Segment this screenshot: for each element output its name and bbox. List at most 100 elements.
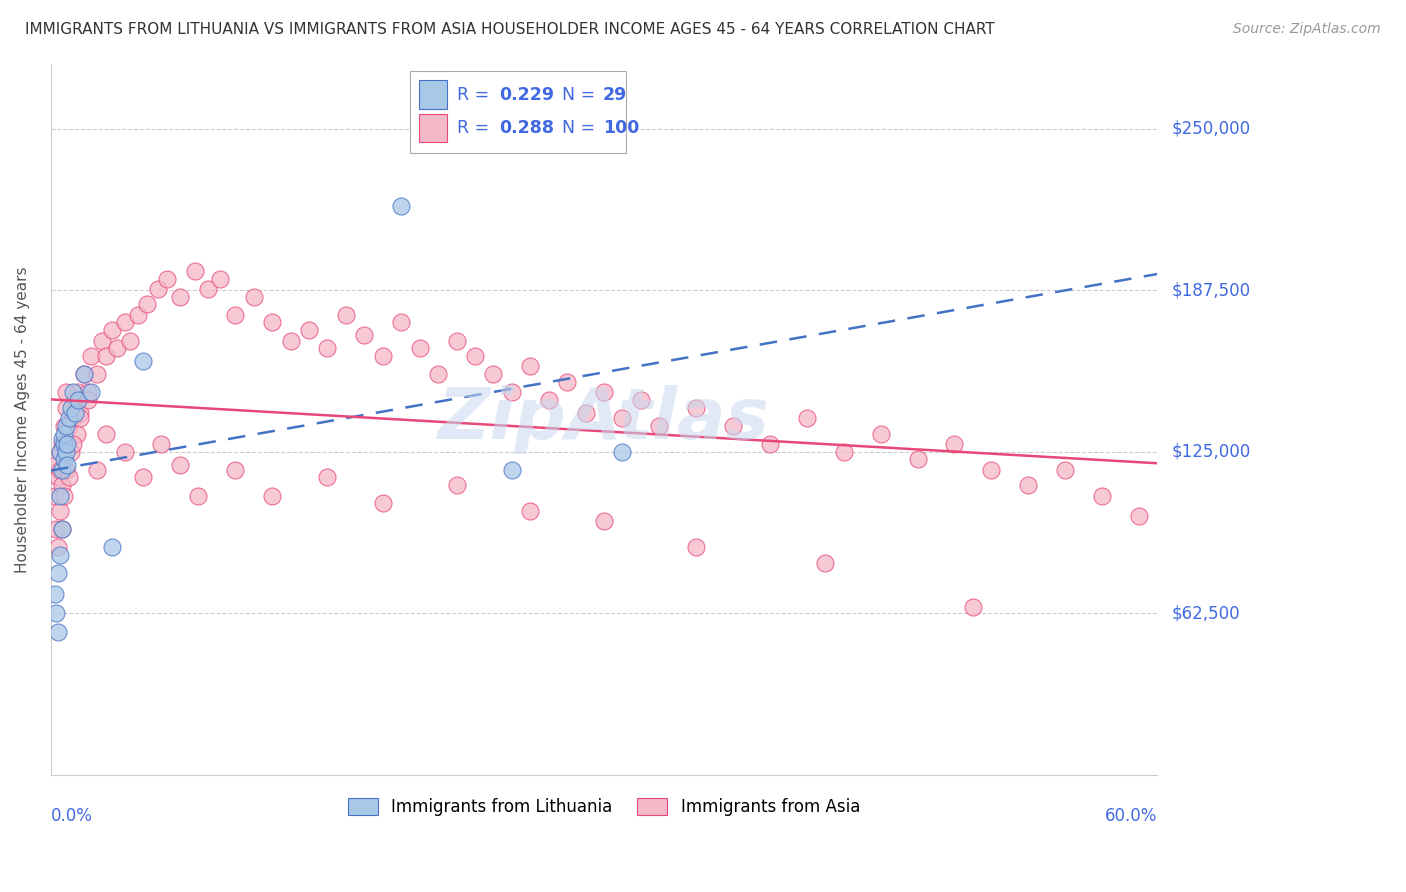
Point: [45, 606, 67, 620]
Text: ZipAtlas: ZipAtlas: [439, 384, 770, 454]
Point: [51, 463, 73, 477]
Point: [86, 463, 108, 477]
Point: [962, 599, 984, 614]
Point: [224, 463, 246, 477]
Point: [132, 470, 155, 484]
Point: [169, 458, 191, 472]
Point: [262, 315, 284, 329]
Text: 0.288: 0.288: [499, 119, 554, 137]
Point: [183, 264, 205, 278]
Point: [51, 522, 73, 536]
Point: [56, 437, 79, 451]
Point: [58, 470, 80, 484]
Point: [371, 496, 394, 510]
Point: [96, 426, 118, 441]
Point: [105, 341, 128, 355]
FancyBboxPatch shape: [411, 71, 626, 153]
Point: [52, 418, 75, 433]
Point: [156, 271, 179, 285]
Point: [114, 315, 136, 329]
Point: [52, 489, 75, 503]
Point: [66, 426, 89, 441]
Point: [353, 328, 375, 343]
Point: [316, 341, 339, 355]
Point: [46, 625, 69, 640]
Point: [60, 444, 83, 458]
Point: [980, 463, 1002, 477]
Legend: Immigrants from Lithuania, Immigrants from Asia: Immigrants from Lithuania, Immigrants fr…: [342, 791, 868, 823]
Point: [242, 290, 264, 304]
Point: [58, 418, 80, 433]
Point: [832, 444, 855, 458]
Point: [169, 290, 191, 304]
Point: [63, 392, 86, 407]
Point: [316, 470, 339, 484]
Point: [335, 308, 357, 322]
Point: [52, 437, 75, 451]
Point: [55, 463, 77, 477]
Point: [146, 282, 169, 296]
Point: [69, 406, 91, 420]
Point: [224, 308, 246, 322]
Point: [612, 411, 634, 425]
Point: [197, 282, 219, 296]
Point: [209, 271, 232, 285]
Point: [630, 392, 652, 407]
Point: [55, 401, 77, 415]
Point: [648, 418, 671, 433]
Point: [612, 444, 634, 458]
Point: [685, 540, 707, 554]
Point: [371, 349, 394, 363]
Point: [46, 540, 69, 554]
Text: 100: 100: [603, 119, 640, 137]
Point: [67, 392, 90, 407]
Point: [51, 522, 73, 536]
Point: [1091, 489, 1114, 503]
Text: R =: R =: [457, 86, 495, 103]
Point: [593, 514, 616, 528]
Point: [721, 418, 744, 433]
Text: N =: N =: [562, 86, 600, 103]
Point: [814, 556, 837, 570]
Text: 0.229: 0.229: [499, 86, 554, 103]
Point: [127, 308, 149, 322]
Point: [80, 385, 103, 400]
Point: [501, 463, 523, 477]
FancyBboxPatch shape: [419, 80, 447, 109]
Point: [389, 315, 412, 329]
Point: [796, 411, 818, 425]
Text: $125,000: $125,000: [1171, 442, 1250, 460]
Point: [80, 349, 103, 363]
Point: [51, 432, 73, 446]
Text: $62,500: $62,500: [1171, 604, 1240, 622]
Point: [49, 489, 72, 503]
Point: [132, 354, 155, 368]
Text: IMMIGRANTS FROM LITHUANIA VS IMMIGRANTS FROM ASIA HOUSEHOLDER INCOME AGES 45 - 6: IMMIGRANTS FROM LITHUANIA VS IMMIGRANTS …: [25, 22, 995, 37]
Point: [46, 566, 69, 580]
Text: 0.0%: 0.0%: [51, 806, 93, 824]
Point: [55, 418, 77, 433]
Point: [759, 437, 782, 451]
Point: [943, 437, 966, 451]
Point: [49, 548, 72, 562]
Text: Source: ZipAtlas.com: Source: ZipAtlas.com: [1233, 22, 1381, 37]
Point: [73, 367, 96, 381]
Point: [187, 489, 209, 503]
Point: [869, 426, 891, 441]
Point: [49, 463, 72, 477]
Point: [56, 437, 79, 451]
Point: [907, 452, 929, 467]
Text: $250,000: $250,000: [1171, 120, 1250, 137]
Point: [537, 392, 560, 407]
Point: [482, 367, 505, 381]
Point: [86, 367, 108, 381]
FancyBboxPatch shape: [419, 114, 447, 142]
Y-axis label: Householder Income Ages 45 - 64 years: Householder Income Ages 45 - 64 years: [15, 266, 30, 573]
Point: [427, 367, 450, 381]
Point: [52, 452, 75, 467]
Point: [69, 411, 91, 425]
Point: [91, 334, 114, 348]
Point: [67, 385, 90, 400]
Text: N =: N =: [562, 119, 600, 137]
Point: [55, 444, 77, 458]
